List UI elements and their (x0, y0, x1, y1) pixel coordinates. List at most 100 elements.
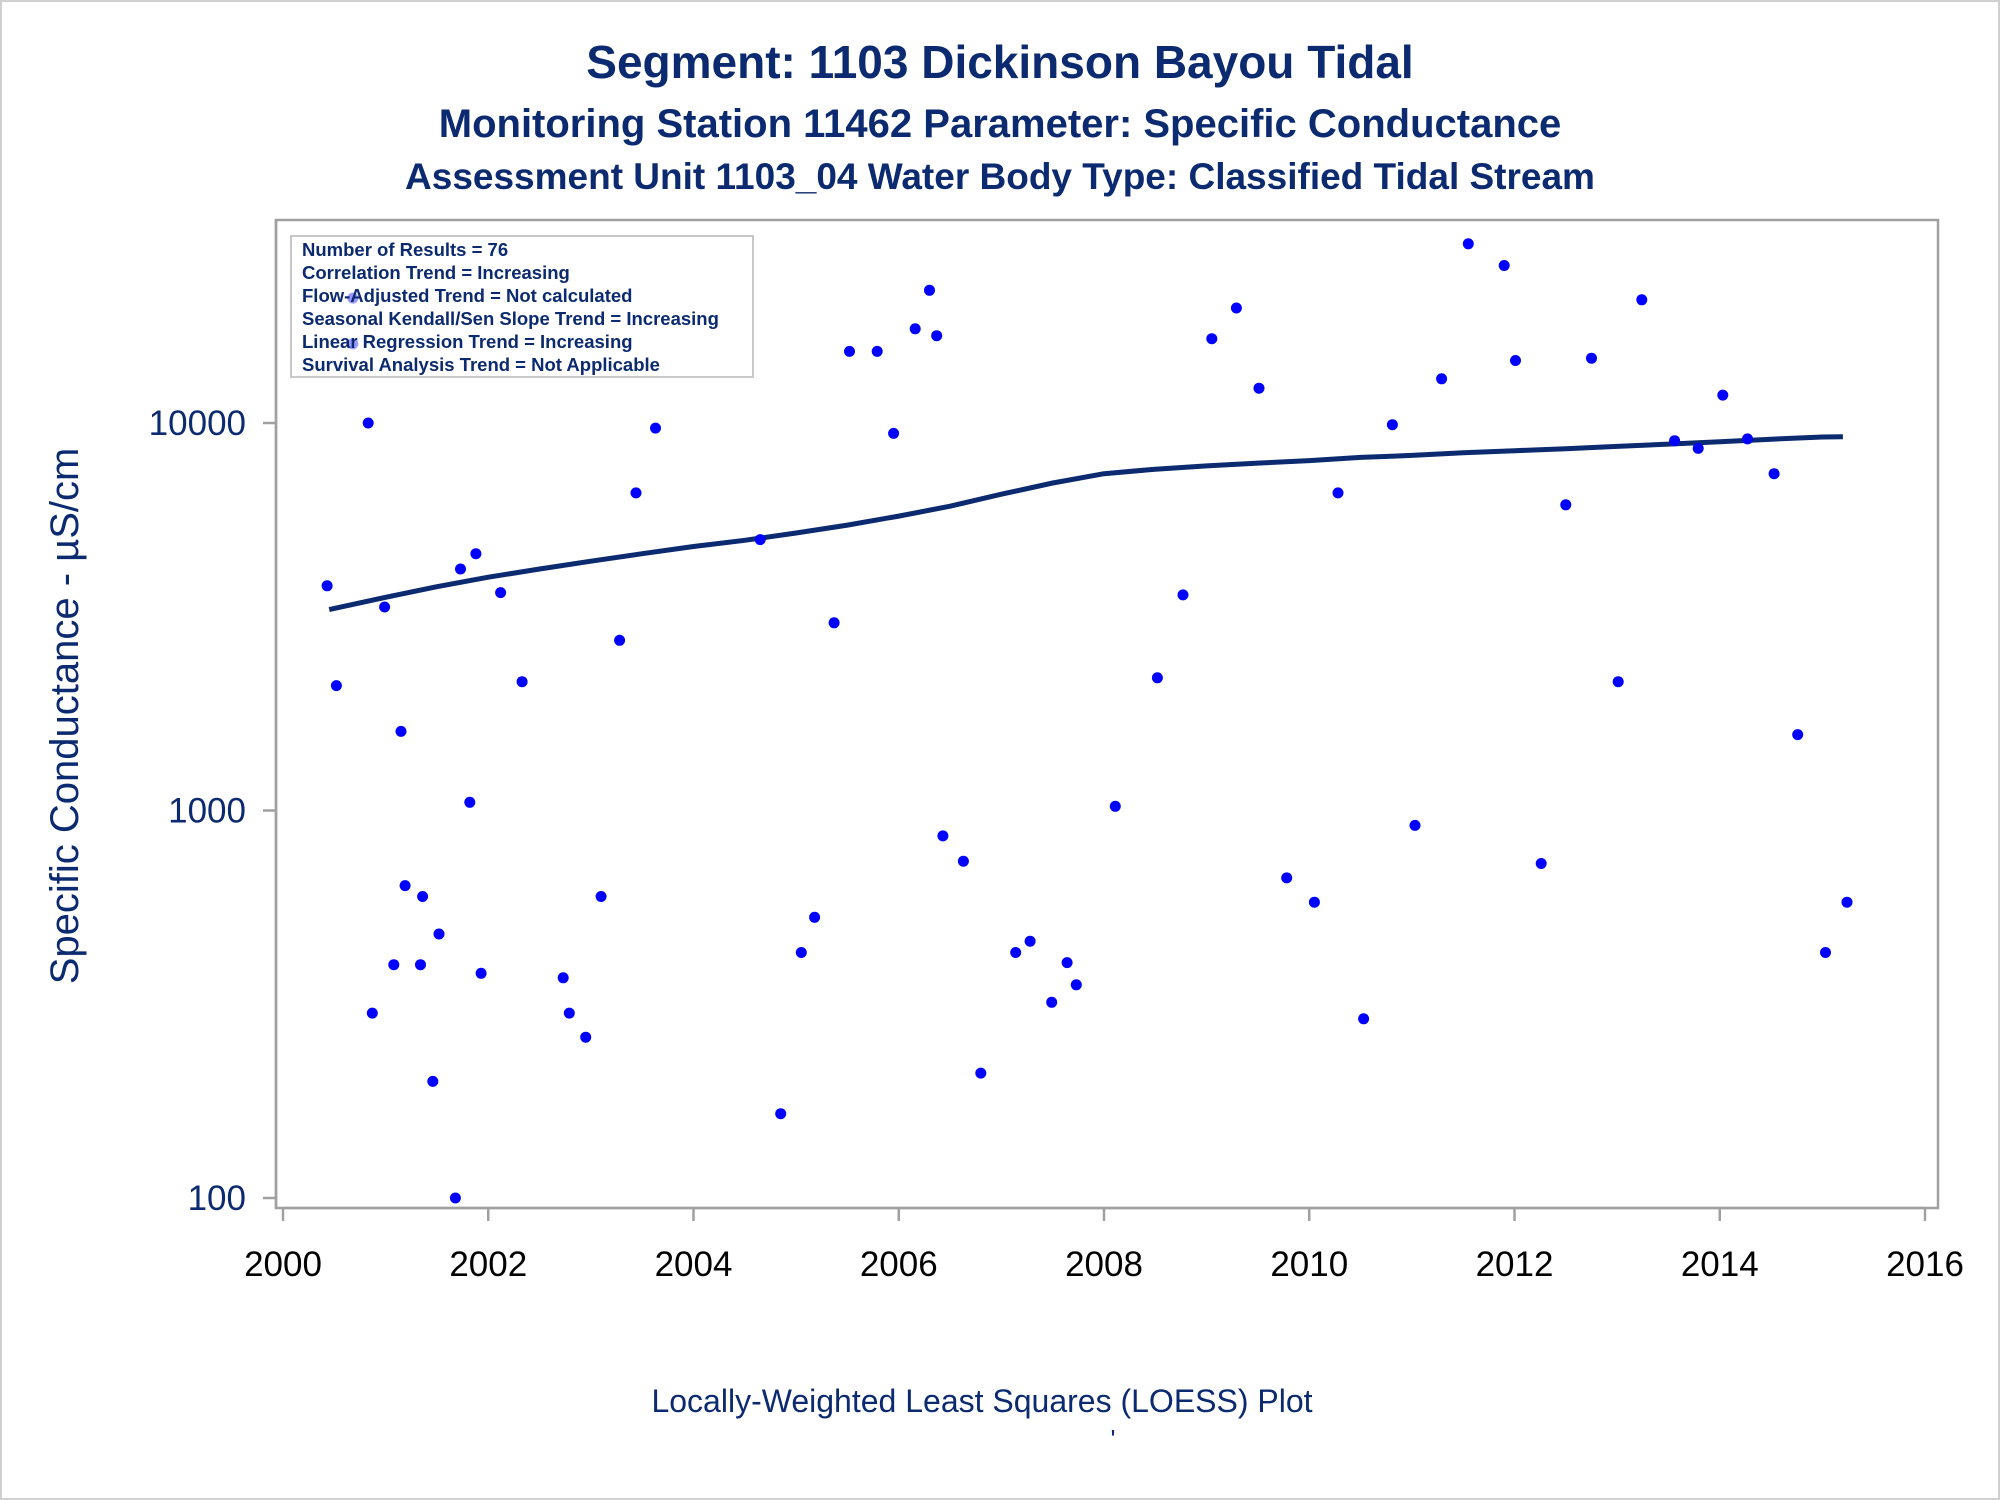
data-marks (321, 238, 1853, 1204)
x-tick-label: 2014 (1681, 1245, 1759, 1284)
data-point (464, 796, 476, 808)
data-point (1070, 979, 1082, 991)
y-axis-title: Specific Conductance - µS/cm (43, 448, 87, 985)
data-point (399, 880, 411, 892)
data-point (415, 959, 426, 971)
data-point (795, 947, 807, 958)
data-point (1409, 819, 1421, 831)
x-tick-label: 2006 (860, 1245, 938, 1284)
data-point (1742, 433, 1753, 445)
x-tick-label: 2008 (1065, 1245, 1143, 1284)
data-point (366, 1007, 378, 1019)
x-axis: 2000 2002 2004 2006 2008 2010 2012 2014 2016 (244, 1206, 1964, 1284)
data-point (630, 487, 642, 499)
data-point (495, 587, 507, 599)
data-point (650, 422, 661, 434)
data-point (417, 891, 429, 902)
stats-line: Seasonal Kendall/Sen Slope Trend = Incre… (302, 308, 719, 329)
data-point (516, 676, 528, 688)
chart-subtitle-1: Monitoring Station 11462 Parameter: Spec… (439, 102, 1562, 146)
stats-line: Flow-Adjusted Trend = Not calculated (302, 285, 632, 306)
data-point (395, 725, 407, 737)
data-point (1586, 352, 1597, 364)
y-axis: 100 1000 10000 (149, 220, 278, 1218)
x-tick-label: 2000 (244, 1245, 322, 1284)
data-point (1820, 947, 1831, 958)
data-point (1535, 858, 1547, 869)
x-tick-label: 2010 (1270, 1245, 1348, 1284)
x-tick-label: 2004 (655, 1245, 733, 1284)
data-point (1436, 373, 1448, 385)
x-tick-label: 2012 (1476, 1245, 1554, 1284)
data-point (330, 680, 342, 692)
data-point (614, 634, 626, 646)
data-point (1717, 389, 1729, 401)
data-point (388, 959, 400, 971)
data-point (1510, 355, 1521, 366)
data-point (321, 580, 333, 592)
data-point (1612, 676, 1624, 688)
data-point (775, 1108, 787, 1120)
data-point (957, 855, 969, 867)
data-point (1462, 238, 1474, 250)
stats-line: Correlation Trend = Increasing (302, 262, 570, 283)
data-point (909, 323, 921, 335)
data-point (1010, 947, 1022, 958)
data-point (449, 1192, 461, 1204)
chart-title: Segment: 1103 Dickinson Bayou Tidal (586, 36, 1413, 88)
stats-line: Linear Regression Trend = Increasing (302, 331, 633, 352)
data-point (595, 891, 607, 902)
y-tick-label: 100 (188, 1179, 246, 1218)
data-point (475, 967, 487, 979)
data-point (362, 417, 374, 429)
data-point (1177, 589, 1189, 601)
data-point (1498, 260, 1510, 271)
footer-mark: ' (1111, 1424, 1116, 1454)
data-point (1768, 468, 1780, 480)
y-tick-label: 10000 (149, 404, 246, 443)
data-point (563, 1007, 575, 1019)
data-point (379, 601, 391, 613)
data-point (1636, 294, 1648, 306)
data-point (975, 1067, 987, 1079)
data-point (871, 345, 883, 357)
data-point (931, 330, 943, 342)
data-point (809, 911, 821, 923)
data-point (1560, 499, 1572, 511)
y-tick-label: 1000 (168, 792, 246, 831)
data-point (1109, 800, 1121, 812)
data-point (937, 830, 949, 842)
loess-trend-line (328, 434, 1843, 613)
data-point (1151, 672, 1163, 684)
data-point (1792, 729, 1804, 741)
stats-line: Number of Results = 76 (302, 239, 508, 260)
data-point (828, 617, 840, 629)
data-point (1061, 957, 1073, 969)
plot-caption: Locally-Weighted Least Squares (LOESS) P… (651, 1383, 1312, 1419)
stats-box: Number of Results = 76 Correlation Trend… (290, 235, 754, 378)
data-point (1024, 935, 1036, 947)
data-point (1230, 302, 1242, 314)
data-point (754, 534, 766, 546)
data-point (1253, 382, 1265, 394)
data-point (844, 345, 855, 357)
data-point (888, 427, 900, 439)
data-point (433, 928, 445, 940)
stats-box-frame (290, 235, 754, 378)
data-point (470, 548, 482, 560)
data-point (1669, 435, 1681, 447)
data-point (1386, 419, 1398, 431)
x-tick-label: 2002 (449, 1245, 527, 1284)
data-point (1281, 872, 1293, 884)
x-tick-label: 2016 (1886, 1245, 1964, 1284)
data-point (924, 284, 935, 296)
data-point (1206, 333, 1218, 345)
data-point (1046, 996, 1058, 1008)
chart-subtitle-2: Assessment Unit 1103_04 Water Body Type:… (405, 156, 1595, 197)
data-point (1358, 1013, 1370, 1025)
stats-line: Survival Analysis Trend = Not Applicable (302, 354, 660, 375)
data-point (580, 1031, 592, 1043)
data-point (1332, 487, 1344, 499)
data-point (455, 563, 466, 575)
